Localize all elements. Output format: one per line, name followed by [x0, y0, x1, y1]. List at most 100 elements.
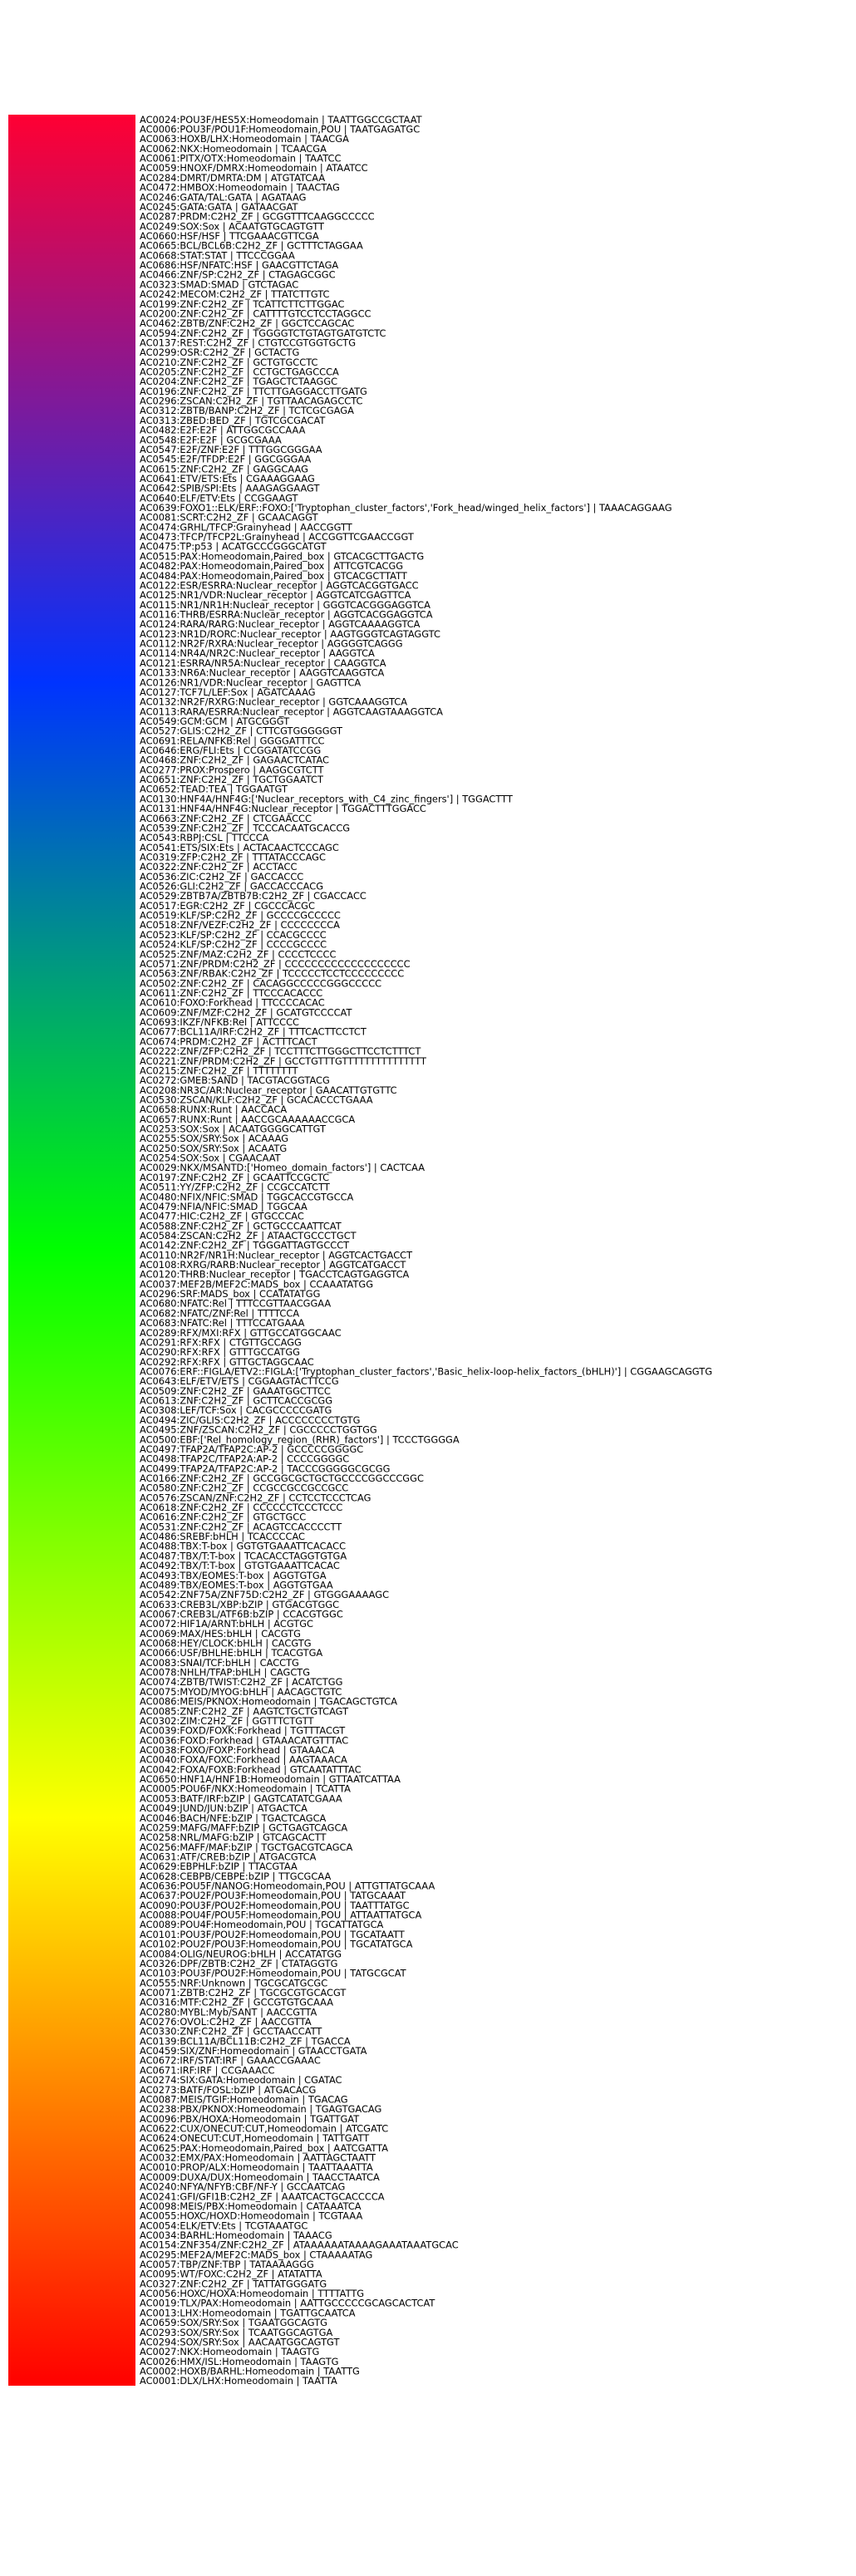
- row-label: AC0081:SCRT:C2H2_ZF | GCAACAGGT: [140, 512, 318, 524]
- row-label: AC0500:EBF:['Rel_homology_region_(RHR)_f…: [140, 1433, 460, 1445]
- row-label: AC0665:BCL/BCL6B:C2H2_ZF | GCTTTCTAGGAA: [140, 240, 363, 252]
- row-label: AC0121:ESRRA/NR5A:Nuclear_receptor | CAA…: [140, 657, 386, 669]
- row-label: AC0327:ZNF:C2H2_ZF | TATTATGGGATG: [140, 2278, 327, 2289]
- row-label: AC0668:STAT:STAT | TTCCCGGAA: [140, 249, 295, 261]
- row-label: AC0462:ZBTB/ZNF:C2H2_ZF | GGCTCCAGCAC: [140, 317, 354, 329]
- row-label: AC0313:ZBED:BED_ZF | TGTCGCGACAT: [140, 415, 325, 426]
- row-label: AC0054:ELK/ETV:Ets | TCGTAAATGC: [140, 2220, 307, 2231]
- row-label: AC0511:YY/ZFP:C2H2_ZF | CCGCCATCTT: [140, 1182, 330, 1193]
- row-label: AC0240:NFYA/NFYB:CBF/NF-Y | GCCAATCAG: [140, 2181, 345, 2193]
- row-label: AC0671:IRF:IRF | CCGAAACC: [140, 2064, 275, 2076]
- row-label: AC0616:ZNF:C2H2_ZF | GTGCTGCC: [140, 1512, 306, 1523]
- row-label: AC0636:POU5F/NANOG:Homeodomain,POU | ATT…: [140, 1880, 435, 1892]
- row-label: AC0078:NHLH/TFAP:bHLH | CAGCTG: [140, 1667, 310, 1679]
- row-label: AC0646:ERG/FLI:Ets | CCGGATATCCGG: [140, 745, 321, 756]
- row-label: AC0640:ELF/ETV:Ets | CCGGAAGT: [140, 492, 298, 504]
- row-label: AC0639:FOXO1::ELK/ERF::FOXO:['Tryptophan…: [140, 502, 672, 514]
- row-label: AC0495:ZNF/ZSCAN:C2H2_ZF | CGCCCCCTGGTGG: [140, 1424, 377, 1436]
- row-label: AC0284:DMRT/DMRTA:DM | ATGTATCAA: [140, 172, 325, 184]
- row-label: AC0115:NR1/NR1H:Nuclear_receptor | GGGTC…: [140, 599, 430, 611]
- row-label: AC0037:MEF2B/MEF2C:MADS_box | CCAAATATGG: [140, 1278, 373, 1290]
- row-label: AC0680:NFATC:Rel | TTTCCGTTAACGGAA: [140, 1298, 331, 1310]
- row-label: AC0009:DUXA/DUX:Homeodomain | TAACCTAATC…: [140, 2171, 380, 2183]
- row-label: AC0652:TEAD:TEA | TGGAATGT: [140, 784, 288, 795]
- row-label: AC0611:ZNF:C2H2_ZF | TTCCCACACCC: [140, 987, 322, 999]
- row-label: AC0096:PBX/HOXA:Homeodomain | TGATTGAT: [140, 2113, 359, 2125]
- row-label: AC0693:IKZF/NFKB:Rel | ATTCCCC: [140, 1016, 299, 1028]
- row-label: AC0086:MEIS/PKNOX:Homeodomain | TGACAGCT…: [140, 1696, 397, 1708]
- row-label: AC0210:ZNF:C2H2_ZF | GCTGTGCCTC: [140, 356, 317, 368]
- row-label: AC0492:TBX/T:T-box | GTGTGAAATTCACAC: [140, 1560, 340, 1571]
- row-label: AC0137:REST:C2H2_ZF | CTGTCCGTGGTGCTG: [140, 337, 356, 348]
- row-label: AC0124:RARA/RARG:Nuclear_receptor | AGGT…: [140, 618, 421, 630]
- row-label: AC0515:PAX:Homeodomain,Paired_box | GTCA…: [140, 550, 424, 562]
- row-label: AC0293:SOX/SRY:Sox | TCAATGGCAGTGA: [140, 2327, 332, 2338]
- row-label: AC0215:ZNF:C2H2_ZF | TTTTTTTT: [140, 1064, 298, 1076]
- row-label: AC0509:ZNF:C2H2_ZF | GAAATGGCTTCC: [140, 1385, 331, 1397]
- row-label: AC0066:USF/BHLHE:bHLH | TCACGTGA: [140, 1647, 322, 1659]
- row-label: AC0084:OLIG/NEUROG:bHLH | ACCATATGG: [140, 1948, 342, 1959]
- row-label: AC0291:RFX:RFX | CTGTTGCCAGG: [140, 1336, 302, 1348]
- row-label: AC0650:HNF1A/HNF1B:Homeodomain | GTTAATC…: [140, 1773, 401, 1785]
- row-label: AC0493:TBX/EOMES:T-box | AGGTGTGA: [140, 1570, 327, 1581]
- row-label: AC0296:SRF:MADS_box | CCATATATGG: [140, 1288, 320, 1300]
- row-label: AC0637:POU2F/POU3F:Homeodomain,POU | TAT…: [140, 1890, 406, 1901]
- row-label: AC0101:POU3F/POU2F:Homeodomain,POU | TGC…: [140, 1929, 405, 1940]
- row-label: AC0108:RXRG/RARB:Nuclear_receptor | AGGT…: [140, 1259, 406, 1271]
- row-label: AC0474:GRHL/TFCP:Grainyhead | AACCGGTT: [140, 521, 352, 533]
- row-label: AC0208:NR3C/AR:Nuclear_receptor | GAACAT…: [140, 1084, 397, 1096]
- row-label: AC0539:ZNF:C2H2_ZF | TCCCACAATGCACCG: [140, 822, 350, 833]
- row-label: AC0292:RFX:RFX | GTTGCTAGGCAAC: [140, 1356, 314, 1368]
- row-label: AC0075:MYOD/MYOG:bHLH | AACAGCTGTC: [140, 1686, 342, 1698]
- row-label: AC0290:RFX:RFX | GTTTGCCATGG: [140, 1346, 300, 1358]
- row-label: AC0473:TFCP/TFCP2L:Grainyhead | ACCGGTTC…: [140, 531, 414, 543]
- row-label: AC0010:PROP/ALX:Homeodomain | TAATTAAATT…: [140, 2161, 373, 2173]
- row-label: AC0547:E2F/ZNF:E2F | TTTGGCGGGAA: [140, 444, 322, 455]
- row-label: AC0040:FOXA/FOXC:Forkhead | AAGTAAACA: [140, 1754, 347, 1766]
- row-label: AC0245:GATA:GATA | GATAACGAT: [140, 201, 298, 213]
- row-label: AC0095:WT/FOXC:C2H2_ZF | ATATATTA: [140, 2269, 322, 2280]
- row-label: AC0116:THRB/ESRRA:Nuclear_receptor | AGG…: [140, 608, 433, 620]
- row-label: AC0657:RUNX:Runt | AACCGCAAAAAACCGCA: [140, 1113, 355, 1125]
- row-label: AC0518:ZNF/VEZF:C2H2_ZF | CCCCCCCCA: [140, 919, 340, 931]
- row-label: AC0497:TFAP2A/TFAP2C:AP-2 | GCCCCCGGGGC: [140, 1443, 363, 1455]
- row-label: AC0034:BARHL:Homeodomain | TAAACG: [140, 2229, 332, 2241]
- row-label: AC0526:GLI:C2H2_ZF | GACCACCCACG: [140, 881, 323, 892]
- row-label: AC0032:EMX/PAX:Homeodomain | AATTAGCTAAT…: [140, 2152, 376, 2164]
- row-label: AC0067:CREB3L/ATF6B:bZIP | CCACGTGGC: [140, 1608, 343, 1620]
- row-label: AC0057:TBP/ZNF:TBP | TATAAAAGGG: [140, 2259, 314, 2270]
- row-label: AC0624:ONECUT:CUT,Homeodomain | TATTGATT: [140, 2132, 369, 2144]
- row-label: AC0127:TCF7L/LEF:Sox | AGATCAAAG: [140, 686, 316, 698]
- row-label: AC0530:ZSCAN/KLF:C2H2_ZF | GCACACCCTGAAA: [140, 1094, 373, 1105]
- row-label: AC0677:BCL11A/IRF:C2H2_ZF | TTTCACTTCCTC…: [140, 1026, 367, 1038]
- row-label: AC0142:ZNF:C2H2_ZF | TGGGATTAGTGCCCT: [140, 1240, 349, 1251]
- row-label: AC0628:CEBPB/CEBPE:bZIP | TTGCGCAA: [140, 1871, 331, 1882]
- row-label: AC0276:OVOL:C2H2_ZF | AACCGTTA: [140, 2016, 312, 2028]
- row-label: AC0618:ZNF:C2H2_ZF | CCCCCCTCCCTCCC: [140, 1502, 342, 1513]
- row-label: AC0154:ZNF354/ZNF:C2H2_ZF | ATAAAAAATAAA…: [140, 2239, 459, 2251]
- row-label: AC0517:EGR:C2H2_ZF | CGCCCACGC: [140, 900, 315, 912]
- row-label: AC0524:KLF/SP:C2H2_ZF | CCCCGCCCC: [140, 939, 327, 951]
- row-label: AC0272:GMEB:SAND | TACGTACGGTACG: [140, 1074, 330, 1086]
- row-label: AC0633:CREB3L/XBP:bZIP | GTGACGTGGC: [140, 1599, 339, 1610]
- row-label: AC0055:HOXC/HOXD:Homeodomain | TCGTAAA: [140, 2210, 362, 2222]
- row-label: AC0046:BACH/NFE:bZIP | TGACTCAGCA: [140, 1812, 327, 1824]
- row-label: AC0197:ZNF:C2H2_ZF | GCAATTCCGCTC: [140, 1172, 329, 1183]
- row-label: AC0541:ETS/SIX:Ets | ACTACAACTCCCAGC: [140, 842, 339, 853]
- row-label: AC0295:MEF2A/MEF2C:MADS_box | CTAAAAATAG: [140, 2249, 372, 2260]
- row-label: AC0061:PITX/OTX:Homeodomain | TAATCC: [140, 153, 341, 165]
- row-label: AC0103:POU3F/POU2F:Homeodomain,POU | TAT…: [140, 1968, 406, 1979]
- row-label: AC0074:ZBTB/TWIST:C2H2_ZF | ACATCTGG: [140, 1676, 342, 1688]
- row-label: AC0555:NRF:Unknown | TGCGCATGCGC: [140, 1977, 327, 1989]
- row-label: AC0221:ZNF/PRDM:C2H2_ZF | GCCTGTTTGTTTTT…: [140, 1055, 426, 1067]
- row-label: AC0042:FOXA/FOXB:Forkhead | GTCAATATTTAC: [140, 1763, 362, 1775]
- row-label: AC0663:ZNF:C2H2_ZF | CTCGAACCC: [140, 813, 312, 824]
- row-label: AC0475:TP:p53 | ACATGCCCGGGCATGT: [140, 541, 327, 553]
- row-label: AC0545:E2F/TFDP:E2F | GGCGGGAA: [140, 454, 311, 465]
- row-label: AC0089:POU4F:Homeodomain,POU | TGCATTATG…: [140, 1919, 384, 1930]
- row-label: AC0273:BATF/FOSL:bZIP | ATGACACG: [140, 2084, 316, 2096]
- row-label: AC0120:THRB:Nuclear_receptor | TGACCTCAG…: [140, 1269, 410, 1281]
- row-label: AC0459:SIX/ZNF:Homeodomain | GTAACCTGATA: [140, 2045, 367, 2057]
- row-label: AC0482:PAX:Homeodomain,Paired_box | ATTC…: [140, 560, 403, 572]
- row-label: AC0242:MECOM:C2H2_ZF | TTATCTTGTC: [140, 288, 330, 300]
